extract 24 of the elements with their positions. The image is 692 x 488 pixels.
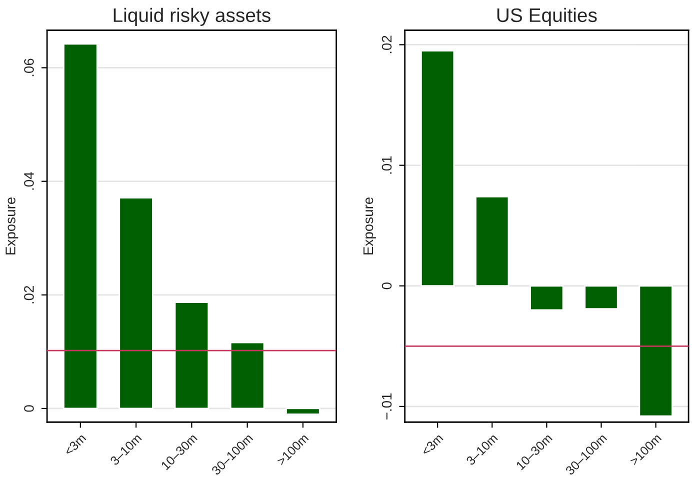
- x-tick-label: <3m: [420, 433, 444, 456]
- bar: [420, 50, 455, 287]
- y-axis-title: Exposure: [6, 197, 18, 254]
- y-tick-label: .01: [382, 156, 392, 174]
- y-tick-label: .04: [24, 172, 34, 190]
- bar: [63, 43, 98, 410]
- bar: [584, 285, 618, 310]
- y-tick-label: .02: [382, 36, 392, 54]
- chart-title: US Equities: [497, 8, 597, 26]
- bar: [118, 197, 154, 410]
- y-tick-label: 0: [24, 405, 34, 412]
- y-tick-label: .06: [24, 58, 34, 76]
- y-axis-title: Exposure: [363, 197, 376, 254]
- x-tick-label: <3m: [64, 433, 86, 456]
- bar: [286, 408, 320, 415]
- y-tick-label: −.01: [382, 393, 392, 420]
- bar: [638, 285, 673, 417]
- bar: [475, 196, 510, 287]
- bar: [530, 285, 564, 311]
- bar: [230, 342, 265, 410]
- y-tick-label: .02: [24, 286, 34, 304]
- chart-title: Liquid risky assets: [114, 8, 270, 26]
- bar: [174, 302, 210, 410]
- y-tick-label: 0: [382, 282, 392, 290]
